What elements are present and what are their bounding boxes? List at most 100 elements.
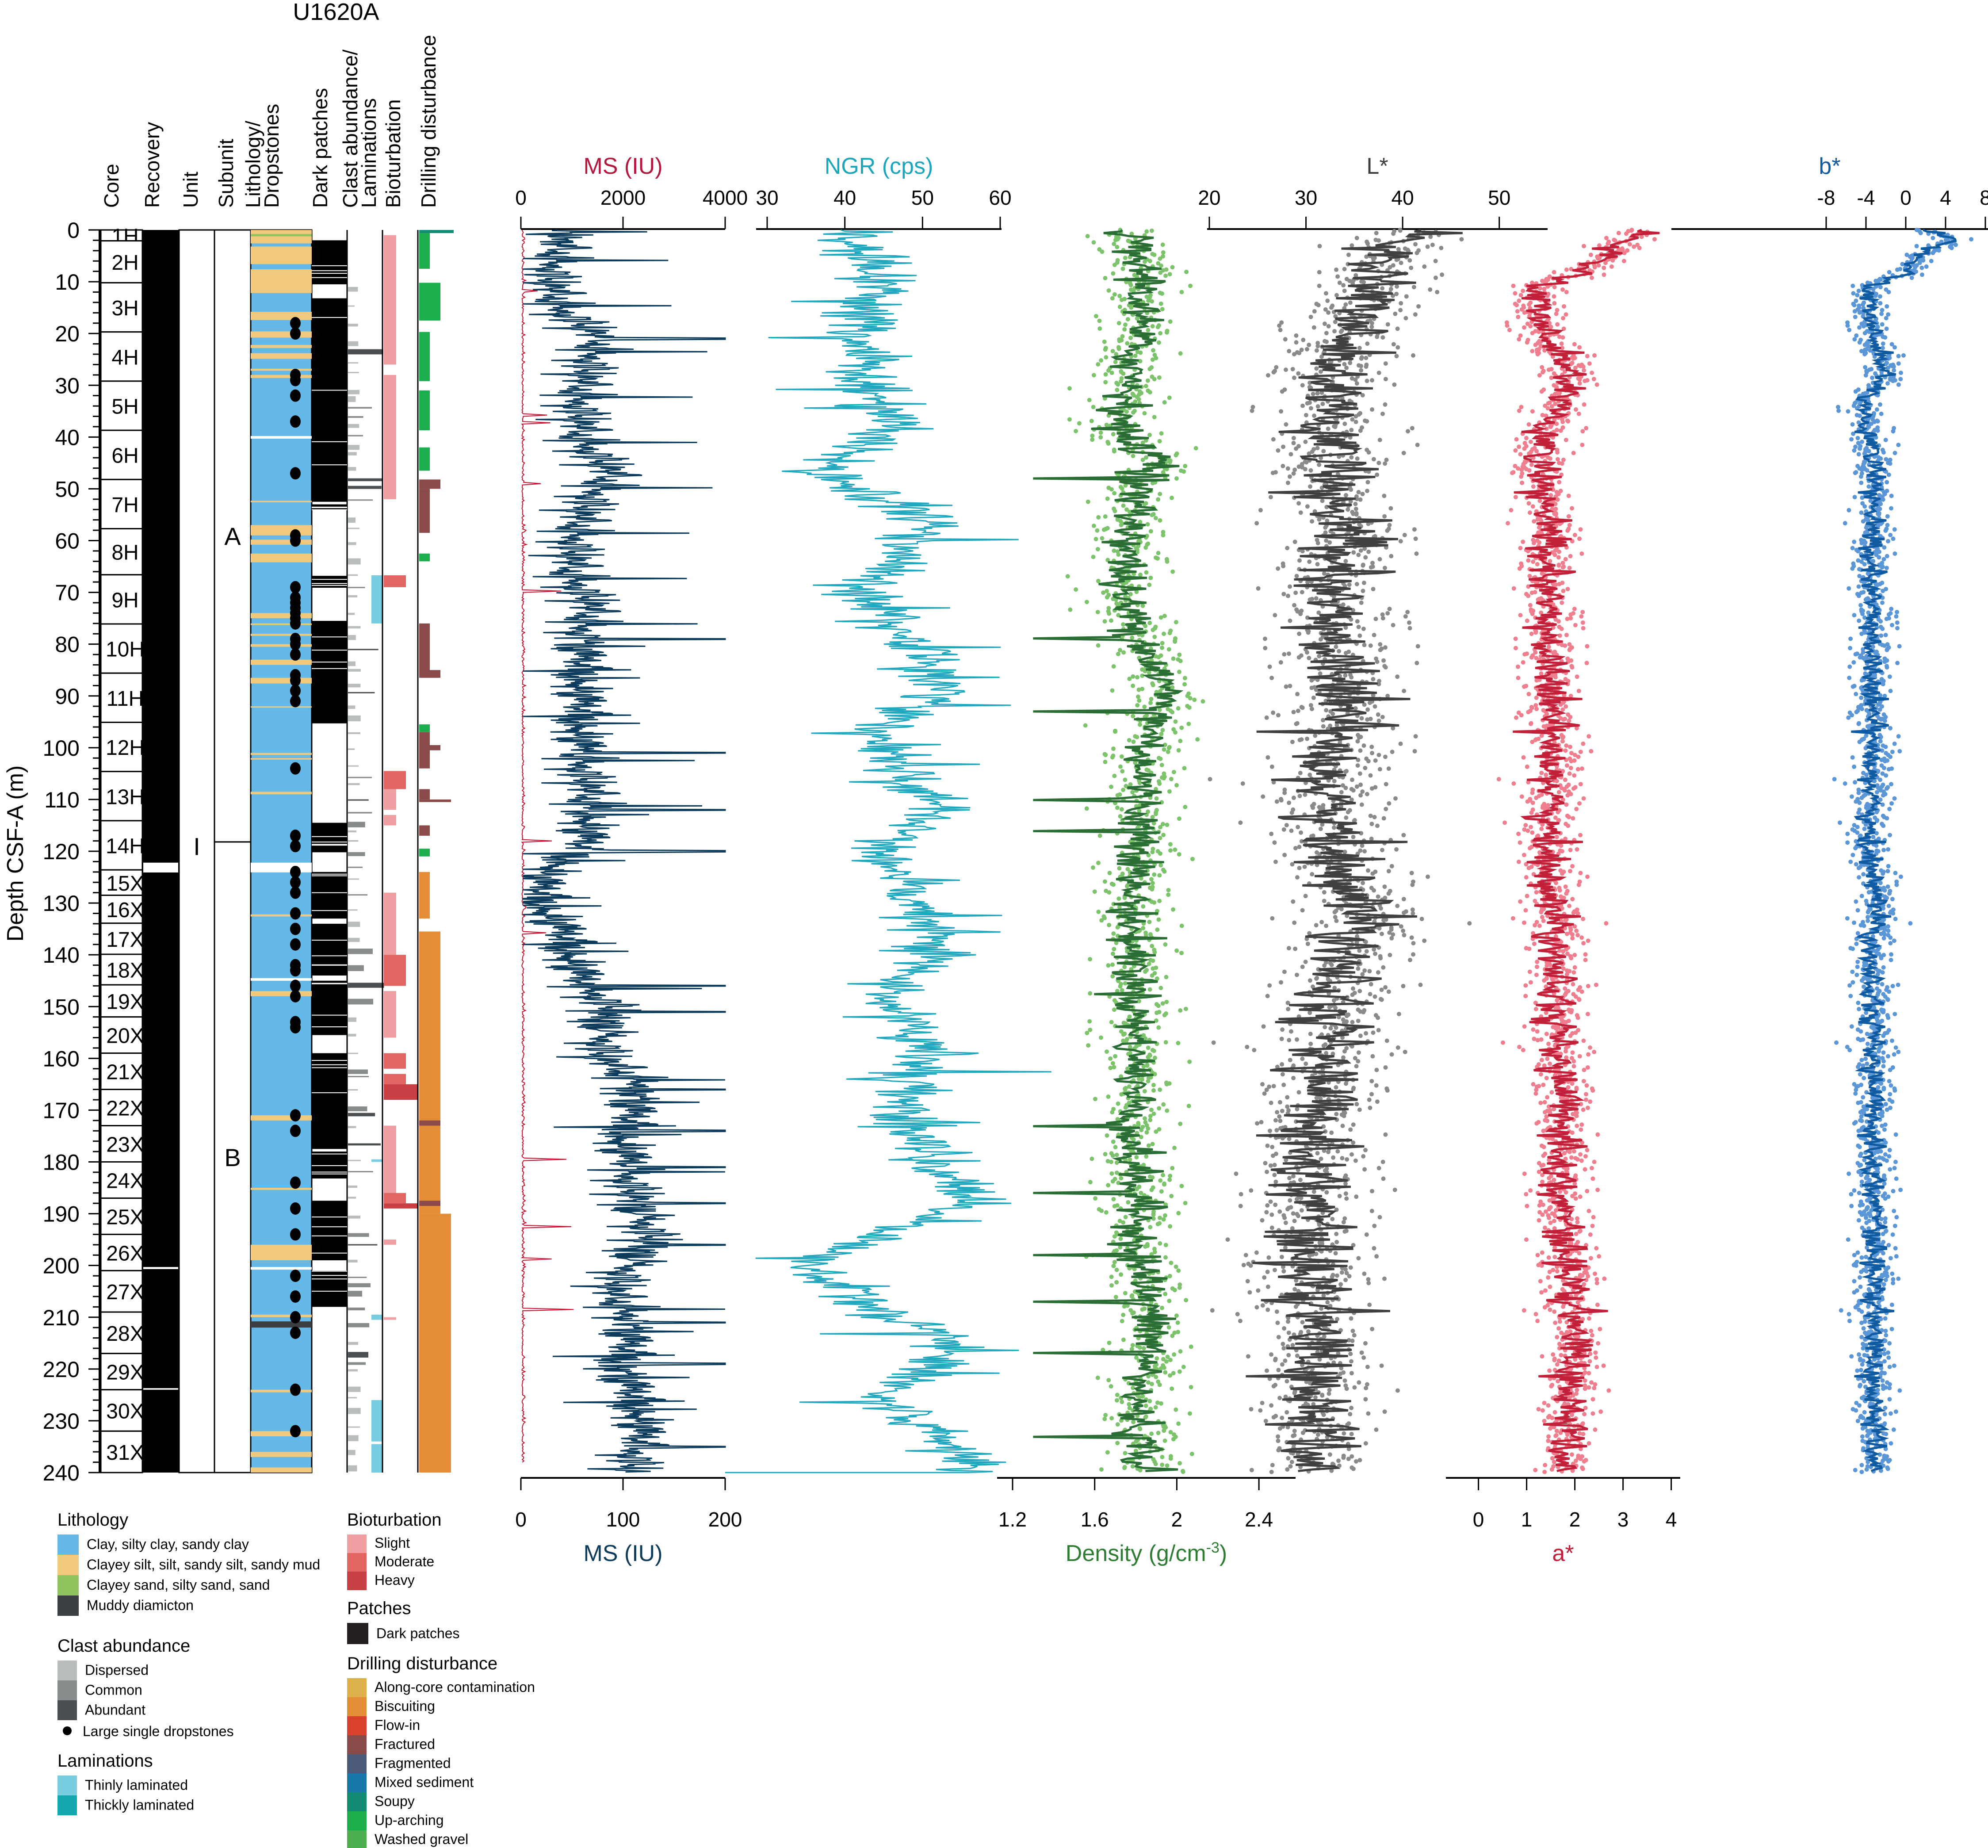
lstar-point — [1356, 758, 1361, 762]
drilling-disturbance-bar — [419, 724, 430, 732]
clast-bar — [348, 840, 359, 842]
density-point — [1134, 1439, 1139, 1444]
lstar-point — [1317, 1222, 1322, 1227]
lstar-point — [1369, 325, 1374, 329]
density-point — [1159, 763, 1164, 768]
density-point — [1167, 1298, 1172, 1303]
lstar-point — [1307, 773, 1312, 777]
column-header: Clast abundance/ — [339, 50, 362, 208]
lstar-point — [1298, 612, 1303, 616]
density-point — [1119, 1074, 1124, 1079]
bioturbation-bar — [384, 240, 396, 365]
astar-point — [1533, 342, 1538, 347]
dark-patch-gap — [312, 1275, 347, 1276]
lstar-point — [1376, 371, 1381, 375]
dropstone-marker — [290, 617, 301, 630]
astar-point — [1613, 238, 1617, 243]
astar-point — [1559, 341, 1564, 346]
astar-point — [1525, 340, 1529, 345]
lstar-point — [1366, 1277, 1371, 1282]
dropstone-marker — [290, 865, 301, 878]
lstar-point — [1375, 823, 1380, 828]
lstar-point — [1357, 948, 1362, 953]
density-point — [1114, 1152, 1119, 1157]
NGR-tick-label: 60 — [989, 186, 1011, 209]
density-point — [1110, 974, 1115, 979]
density-point — [1090, 865, 1095, 870]
lstar-point — [1268, 495, 1273, 500]
density-point — [1115, 1393, 1120, 1397]
lstar-point — [1393, 311, 1398, 316]
core-log-columns: 1H2H3H4H5H6H7H8H9H10H11H12H13H14H15X16X1… — [100, 225, 454, 1473]
density-point — [1176, 748, 1181, 753]
lstar-point — [1343, 673, 1348, 678]
subunit-label: B — [224, 1144, 241, 1171]
lstar-point — [1260, 1218, 1265, 1223]
core-label: 23X — [106, 1133, 144, 1157]
density-point — [1151, 821, 1156, 826]
density-point — [1115, 793, 1120, 798]
density-point — [1158, 263, 1163, 268]
clast-bar — [348, 1113, 375, 1117]
lstar-point — [1353, 1459, 1358, 1464]
lstar-point — [1377, 557, 1382, 562]
density-point — [1136, 687, 1141, 692]
density-point — [1074, 429, 1078, 433]
depth-tick-label: 240 — [43, 1461, 80, 1485]
density-point — [1167, 395, 1172, 400]
lstar-point — [1344, 493, 1349, 497]
lstar-point — [1314, 348, 1319, 353]
recovery-gap — [143, 1267, 178, 1269]
dark-patch-gap — [312, 506, 347, 508]
density-point — [1164, 999, 1169, 1004]
density-point — [1178, 351, 1183, 356]
density-point — [1152, 253, 1157, 257]
density-point — [1146, 1126, 1151, 1131]
MS_zoom-tick-label: 200 — [708, 1508, 742, 1531]
astar-point — [1537, 373, 1542, 378]
astar-point — [1561, 717, 1566, 722]
density-point — [1103, 1413, 1108, 1418]
lstar-point — [1416, 304, 1421, 309]
astar-point — [1505, 323, 1510, 328]
drilling-disturbance-bar — [419, 1213, 451, 1473]
dark-patch-gap — [312, 1270, 347, 1272]
lstar-point — [1383, 461, 1388, 466]
bioturbation-bar — [384, 771, 406, 789]
lstar-point — [1267, 1084, 1272, 1089]
density-point — [1143, 1116, 1147, 1121]
column-header: Laminations — [357, 98, 380, 208]
bioturbation-bar — [384, 1203, 418, 1209]
lstar-point — [1291, 899, 1296, 904]
lstar-point — [1279, 409, 1284, 414]
lstar-point — [1349, 675, 1354, 680]
density-point — [1119, 807, 1124, 812]
lstar-point — [1392, 382, 1397, 387]
astar-point — [1533, 703, 1538, 708]
lstar-point — [1349, 428, 1354, 432]
lstar-point — [1389, 864, 1394, 869]
density-point — [1115, 805, 1120, 810]
lstar-point — [1327, 1388, 1332, 1393]
lstar-point — [1267, 1129, 1272, 1133]
lstar-point — [1319, 1156, 1323, 1161]
lstar-point — [1381, 1176, 1386, 1181]
lstar-point — [1396, 1012, 1401, 1017]
density-point — [1107, 890, 1112, 895]
density-point — [1127, 738, 1132, 742]
lstar-point — [1276, 448, 1281, 453]
lstar-point — [1260, 1082, 1265, 1087]
lstar-point — [1292, 352, 1296, 356]
lstar-point — [1381, 965, 1386, 970]
density-point — [1138, 350, 1143, 355]
lstar-point — [1287, 1176, 1292, 1181]
lstar-point — [1394, 354, 1399, 359]
density-point — [1179, 725, 1184, 730]
lstar-point — [1338, 1282, 1343, 1287]
Density-tick-label: 2 — [1171, 1508, 1183, 1531]
lstar-point — [1308, 1041, 1313, 1046]
lstar-point — [1288, 1464, 1293, 1469]
clast-bar — [348, 341, 359, 346]
density-point — [1119, 1029, 1124, 1034]
core-label: 5H — [111, 395, 138, 418]
